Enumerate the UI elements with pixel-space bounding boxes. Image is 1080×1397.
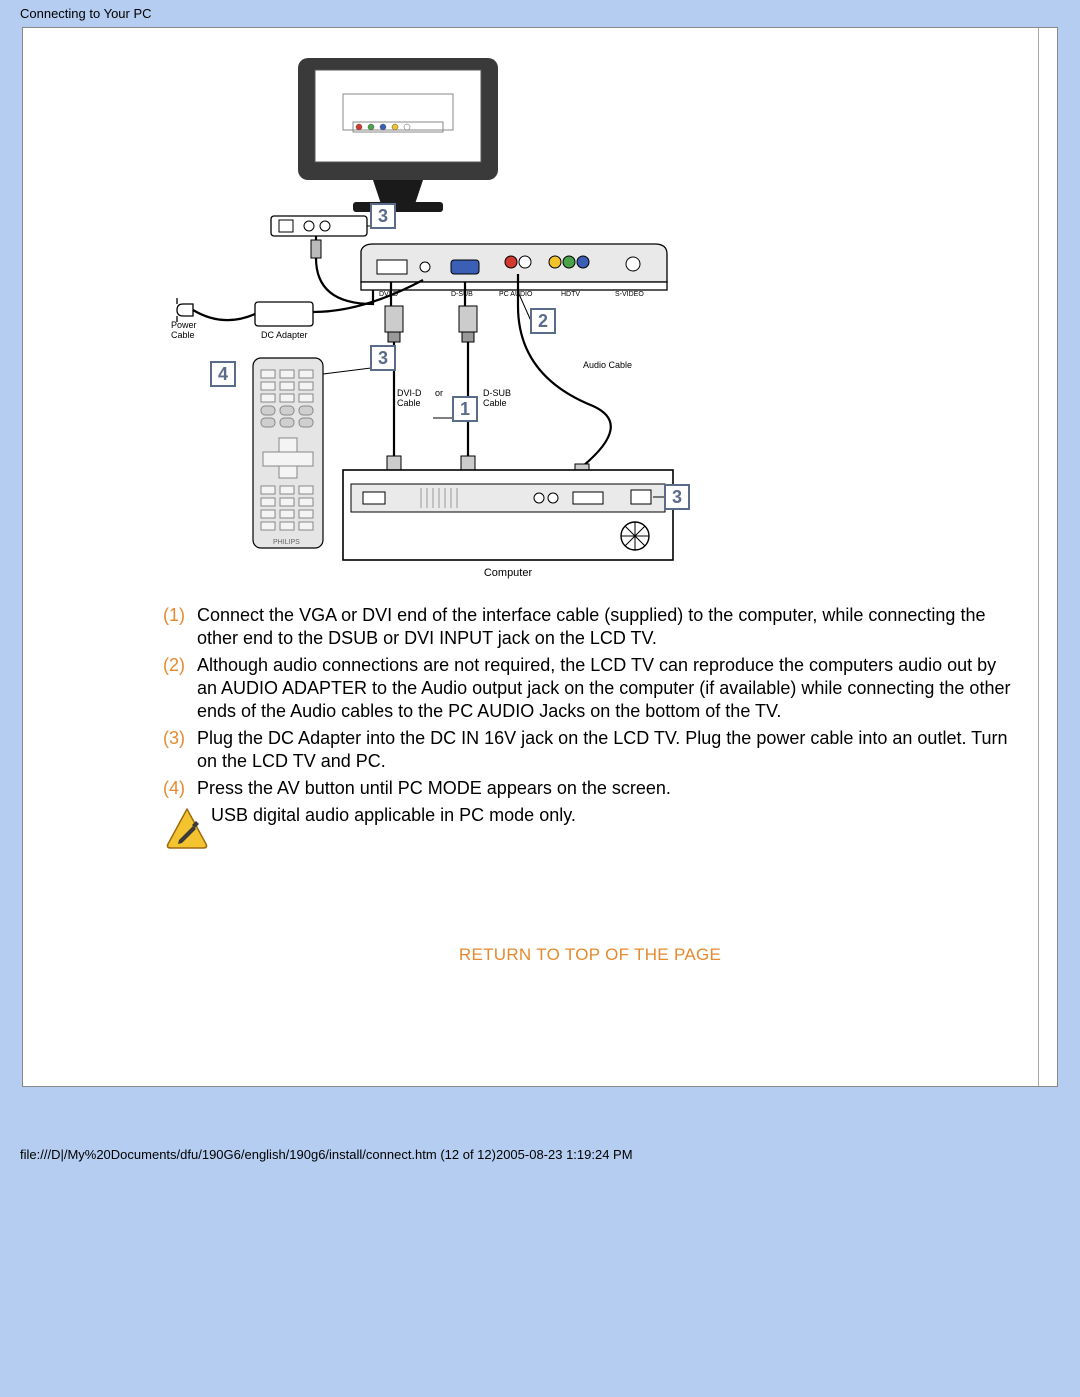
step-row: (2) Although audio connections are not r… bbox=[163, 654, 1017, 723]
return-to-top-link[interactable]: RETURN TO TOP OF THE PAGE bbox=[163, 945, 1017, 965]
svg-text:Cable: Cable bbox=[171, 330, 195, 340]
svg-text:Cable: Cable bbox=[483, 398, 507, 408]
svg-text:PC AUDIO: PC AUDIO bbox=[499, 291, 533, 298]
svg-text:3: 3 bbox=[378, 206, 388, 226]
svg-text:2: 2 bbox=[538, 311, 548, 331]
svg-text:4: 4 bbox=[218, 364, 228, 384]
svg-text:S-VIDEO: S-VIDEO bbox=[615, 291, 644, 298]
note-text: USB digital audio applicable in PC mode … bbox=[211, 804, 1017, 827]
svg-text:1: 1 bbox=[460, 399, 470, 419]
warning-icon bbox=[163, 804, 211, 850]
svg-text:DVI-D: DVI-D bbox=[397, 388, 422, 398]
step-row: (4) Press the AV button until PC MODE ap… bbox=[163, 777, 1017, 800]
svg-text:3: 3 bbox=[672, 487, 682, 507]
step-row: (3) Plug the DC Adapter into the DC IN 1… bbox=[163, 727, 1017, 773]
steps-list: (1) Connect the VGA or DVI end of the in… bbox=[163, 604, 1017, 850]
step-text: Connect the VGA or DVI end of the interf… bbox=[197, 604, 1017, 650]
note-row: USB digital audio applicable in PC mode … bbox=[163, 804, 1017, 850]
footer-text: file:///D|/My%20Documents/dfu/190G6/engl… bbox=[20, 1147, 633, 1162]
svg-text:PHILIPS: PHILIPS bbox=[273, 539, 300, 546]
step-number: (1) bbox=[163, 604, 197, 627]
svg-text:Audio Cable: Audio Cable bbox=[583, 360, 632, 370]
page-title: Connecting to Your PC bbox=[20, 6, 152, 21]
step-row: (1) Connect the VGA or DVI end of the in… bbox=[163, 604, 1017, 650]
diagram-svg: DVI-D D-SUB PC AUDIO HDTV S-VIDEO DC Adapter P… bbox=[163, 46, 723, 586]
step-text: Plug the DC Adapter into the DC IN 16V j… bbox=[197, 727, 1017, 773]
return-to-top-label: RETURN TO TOP OF THE PAGE bbox=[459, 945, 721, 964]
page-footer: file:///D|/My%20Documents/dfu/190G6/engl… bbox=[0, 1147, 1080, 1174]
svg-text:Cable: Cable bbox=[397, 398, 421, 408]
connection-diagram: DVI-D D-SUB PC AUDIO HDTV S-VIDEO DC Adapter P… bbox=[163, 46, 723, 586]
svg-text:D-SUB: D-SUB bbox=[483, 388, 511, 398]
svg-text:HDTV: HDTV bbox=[561, 291, 580, 298]
svg-text:D-SUB: D-SUB bbox=[451, 291, 473, 298]
svg-text:or: or bbox=[435, 388, 443, 398]
step-number: (3) bbox=[163, 727, 197, 750]
step-number: (2) bbox=[163, 654, 197, 677]
svg-text:Computer: Computer bbox=[484, 567, 533, 579]
page-header: Connecting to Your PC bbox=[0, 0, 1080, 27]
step-number: (4) bbox=[163, 777, 197, 800]
right-gutter bbox=[1038, 28, 1057, 1086]
step-text: Although audio connections are not requi… bbox=[197, 654, 1017, 723]
svg-text:DC Adapter: DC Adapter bbox=[261, 330, 308, 340]
svg-text:3: 3 bbox=[378, 348, 388, 368]
svg-text:Power: Power bbox=[171, 320, 197, 330]
step-text: Press the AV button until PC MODE appear… bbox=[197, 777, 1017, 800]
document-sheet: DVI-D D-SUB PC AUDIO HDTV S-VIDEO DC Adapter P… bbox=[22, 27, 1058, 1087]
